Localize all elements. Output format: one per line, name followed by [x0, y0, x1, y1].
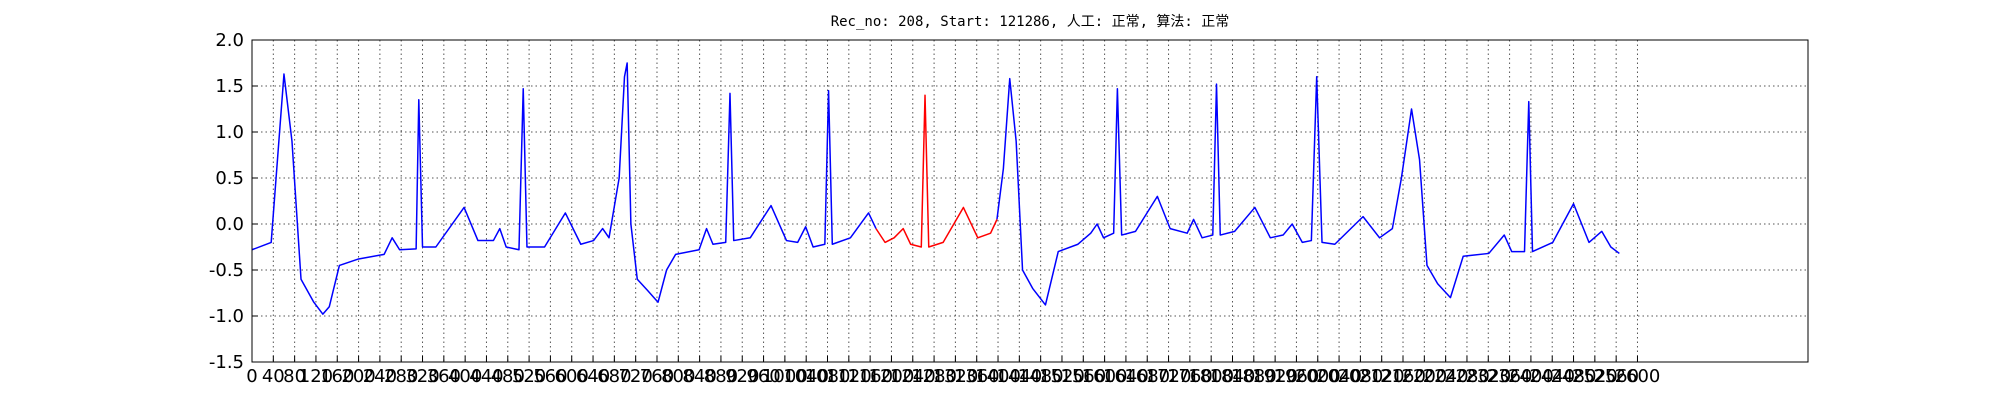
x-tick-label: 2080	[1337, 366, 1383, 387]
x-tick-label: 1760	[1167, 366, 1213, 387]
x-tick-label: 520	[512, 366, 546, 387]
x-tick-label: 1960	[1274, 366, 1320, 387]
x-tick-label: 1200	[869, 366, 915, 387]
x-tick-label: 360	[427, 366, 461, 387]
x-tick-label: 680	[597, 366, 631, 387]
x-tick-label: 1480	[1018, 366, 1064, 387]
x-tick-label: 2480	[1551, 366, 1597, 387]
x-tick-label: 600	[555, 366, 589, 387]
x-tick-label: 1160	[847, 366, 893, 387]
x-tick-label: 1280	[911, 366, 957, 387]
x-tick-label: 2120	[1359, 366, 1405, 387]
y-tick-label: -0.5	[209, 260, 244, 281]
plot-frame	[251, 39, 1809, 363]
x-tick-label: 1920	[1252, 366, 1298, 387]
x-tick-label: 200	[341, 366, 375, 387]
y-tick-label: 0.5	[215, 168, 244, 189]
x-tick-label: 920	[725, 366, 759, 387]
x-tick-label: 0	[246, 366, 257, 387]
x-tick-label: 800	[661, 366, 695, 387]
x-tick-label: 2320	[1465, 366, 1511, 387]
x-tick-label: 2440	[1529, 366, 1575, 387]
x-tick-label: 2560	[1593, 366, 1639, 387]
x-tick-label: 840	[682, 366, 716, 387]
x-tick-label: 2520	[1572, 366, 1618, 387]
y-tick-label: 2.0	[215, 30, 244, 51]
x-tick-label: 2280	[1444, 366, 1490, 387]
x-tick-label: 480	[491, 366, 525, 387]
x-tick-label: 1880	[1231, 366, 1277, 387]
x-tick-label: 1240	[890, 366, 936, 387]
x-tick-label: 1800	[1188, 366, 1234, 387]
x-tick-label: 1400	[975, 366, 1021, 387]
x-tick-label: 2600	[1615, 366, 1661, 387]
x-tick-label: 1720	[1146, 366, 1192, 387]
x-tick-label: 1120	[826, 366, 872, 387]
x-tick-label: 1840	[1210, 366, 1256, 387]
y-tick-label: 1.5	[215, 76, 244, 97]
x-tick-label: 880	[704, 366, 738, 387]
y-tick-label: -1.0	[209, 306, 244, 327]
x-tick-label: 2400	[1508, 366, 1554, 387]
x-tick-label: 320	[405, 366, 439, 387]
ecg-line	[251, 62, 1620, 315]
ecg-line	[875, 94, 998, 248]
x-tick-label: 1440	[996, 366, 1042, 387]
x-tick-label: 160	[320, 366, 354, 387]
chart-title: Rec_no: 208, Start: 121286, 人工: 正常, 算法: …	[831, 14, 1230, 30]
x-tick-label: 640	[576, 366, 610, 387]
x-tick-label: 1080	[805, 366, 851, 387]
y-tick-label: 0.0	[215, 214, 244, 235]
x-tick-label: 120	[299, 366, 333, 387]
x-tick-label: 1560	[1060, 366, 1106, 387]
x-tick-label: 40	[262, 366, 285, 387]
y-tick-label: -1.5	[209, 352, 244, 373]
x-tick-label: 760	[640, 366, 674, 387]
x-tick-label: 960	[746, 366, 780, 387]
x-tick-label: 1520	[1039, 366, 1085, 387]
x-tick-label: 2360	[1487, 366, 1533, 387]
x-tick-label: 2240	[1423, 366, 1469, 387]
x-tick-label: 1600	[1082, 366, 1128, 387]
x-tick-label: 80	[283, 366, 306, 387]
x-tick-label: 240	[363, 366, 397, 387]
x-tick-label: 440	[469, 366, 503, 387]
x-tick-label: 400	[448, 366, 482, 387]
x-tick-label: 1360	[954, 366, 1000, 387]
x-tick-label: 1640	[1103, 366, 1149, 387]
x-tick-label: 1320	[932, 366, 978, 387]
x-tick-label: 1000	[762, 366, 808, 387]
x-tick-label: 2040	[1316, 366, 1362, 387]
x-tick-label: 1680	[1124, 366, 1170, 387]
x-tick-label: 2200	[1401, 366, 1447, 387]
x-tick-label: 2000	[1295, 366, 1341, 387]
x-tick-label: 280	[384, 366, 418, 387]
x-tick-label: 720	[618, 366, 652, 387]
x-tick-label: 2160	[1380, 366, 1426, 387]
y-tick-label: 1.0	[215, 122, 244, 143]
x-tick-label: 560	[533, 366, 567, 387]
x-tick-label: 1040	[783, 366, 829, 387]
